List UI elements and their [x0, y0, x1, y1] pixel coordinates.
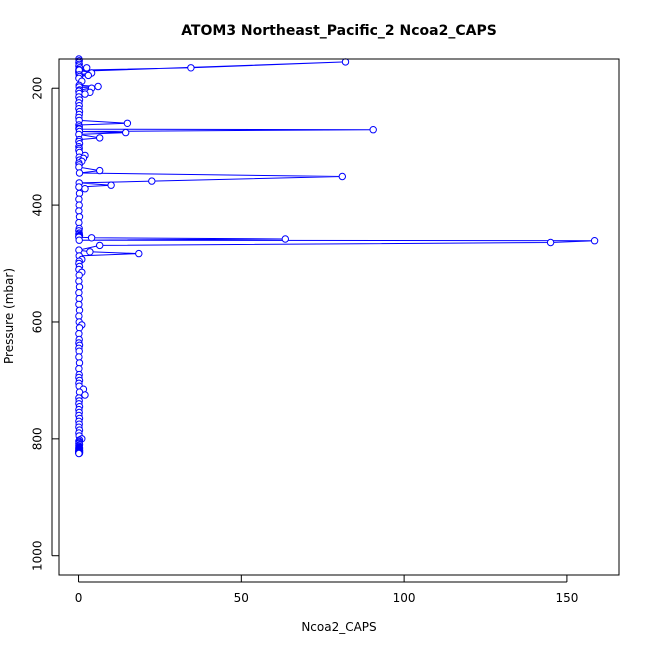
data-point [96, 166, 104, 175]
y-tick-label: 600 [31, 311, 45, 334]
data-point [75, 300, 83, 309]
x-tick-label: 100 [393, 591, 416, 605]
data-point [369, 126, 377, 134]
y-tick-label: 400 [31, 194, 45, 217]
data-point [96, 241, 104, 250]
x-tick-label: 0 [75, 591, 83, 605]
chart-title: ATOM3 Northeast_Pacific_2 Ncoa2_CAPS [181, 23, 497, 39]
data-point [590, 237, 599, 245]
data-point [75, 169, 84, 177]
data-point [94, 82, 102, 91]
data-point [75, 183, 83, 191]
data-point [86, 248, 94, 256]
data-point [148, 177, 156, 185]
data-point [135, 249, 143, 258]
data-point [122, 128, 130, 137]
plot-frame [58, 58, 620, 576]
data-point [81, 185, 89, 193]
data-point [81, 90, 89, 98]
data-point [75, 236, 83, 244]
data-point [187, 64, 195, 72]
data-point [75, 449, 83, 458]
data-point [75, 353, 83, 361]
data-point [81, 391, 89, 399]
data-point [83, 64, 91, 72]
y-tick-label: 1000 [31, 540, 45, 571]
data-point [87, 234, 96, 242]
data-point [75, 163, 83, 171]
x-tick-label: 50 [234, 591, 249, 605]
data-point [123, 119, 132, 128]
data-point [341, 58, 350, 66]
y-axis-label: Pressure (mbar) [2, 268, 16, 364]
y-tick-label: 800 [31, 427, 45, 450]
x-tick-label: 150 [555, 591, 578, 605]
data-point [338, 172, 346, 181]
axes-layer: 0 50 100 150 200 400 600 800 1000 [31, 77, 579, 605]
series-layer [75, 55, 599, 458]
data-point [107, 181, 115, 189]
data-point [281, 235, 289, 243]
y-tick-label: 200 [31, 77, 45, 100]
data-point [75, 207, 83, 215]
data-point [546, 238, 555, 247]
data-point [96, 134, 104, 142]
data-point [84, 71, 93, 80]
x-axis-label: Ncoa2_CAPS [301, 620, 376, 634]
data-point [75, 324, 84, 332]
